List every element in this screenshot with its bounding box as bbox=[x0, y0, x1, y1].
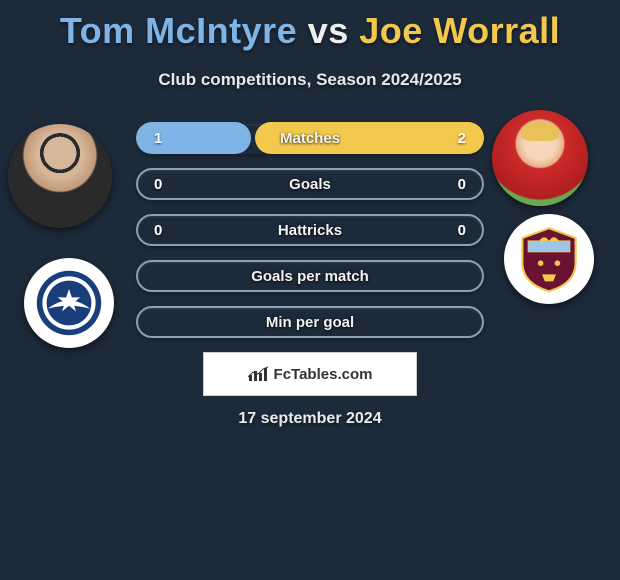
stat-left-value: 1 bbox=[154, 130, 162, 147]
player2-name: Joe Worrall bbox=[359, 10, 560, 51]
watermark-text: FcTables.com bbox=[274, 366, 373, 383]
portsmouth-crest-icon bbox=[34, 268, 104, 338]
stats-container: 1Matches20Goals00Hattricks0Goals per mat… bbox=[136, 122, 484, 338]
player2-photo bbox=[492, 110, 588, 206]
chart-icon bbox=[248, 366, 268, 382]
stat-row: 0Hattricks0 bbox=[136, 214, 484, 246]
stat-fill-right bbox=[255, 122, 484, 154]
stat-left-value: 0 bbox=[154, 222, 162, 239]
comparison-date: 17 september 2024 bbox=[0, 410, 620, 428]
comparison-subtitle: Club competitions, Season 2024/2025 bbox=[0, 70, 620, 90]
burnley-crest-icon bbox=[514, 224, 584, 294]
player2-club-crest bbox=[504, 214, 594, 304]
stat-label: Min per goal bbox=[138, 314, 482, 331]
stat-label: Goals per match bbox=[138, 268, 482, 285]
comparison-title: Tom McIntyre vs Joe Worrall bbox=[0, 0, 620, 52]
stat-label: Hattricks bbox=[138, 222, 482, 239]
stat-row: 0Goals0 bbox=[136, 168, 484, 200]
vs-separator: vs bbox=[308, 10, 349, 51]
player1-club-crest bbox=[24, 258, 114, 348]
player1-name: Tom McIntyre bbox=[60, 10, 297, 51]
player1-photo bbox=[8, 124, 112, 228]
stat-right-value: 2 bbox=[458, 130, 466, 147]
stat-row: Goals per match bbox=[136, 260, 484, 292]
stat-right-value: 0 bbox=[458, 222, 466, 239]
stat-row: 1Matches2 bbox=[136, 122, 484, 154]
stat-right-value: 0 bbox=[458, 176, 466, 193]
stat-left-value: 0 bbox=[154, 176, 162, 193]
stat-row: Min per goal bbox=[136, 306, 484, 338]
stat-label: Goals bbox=[138, 176, 482, 193]
fctables-watermark: FcTables.com bbox=[203, 352, 417, 396]
